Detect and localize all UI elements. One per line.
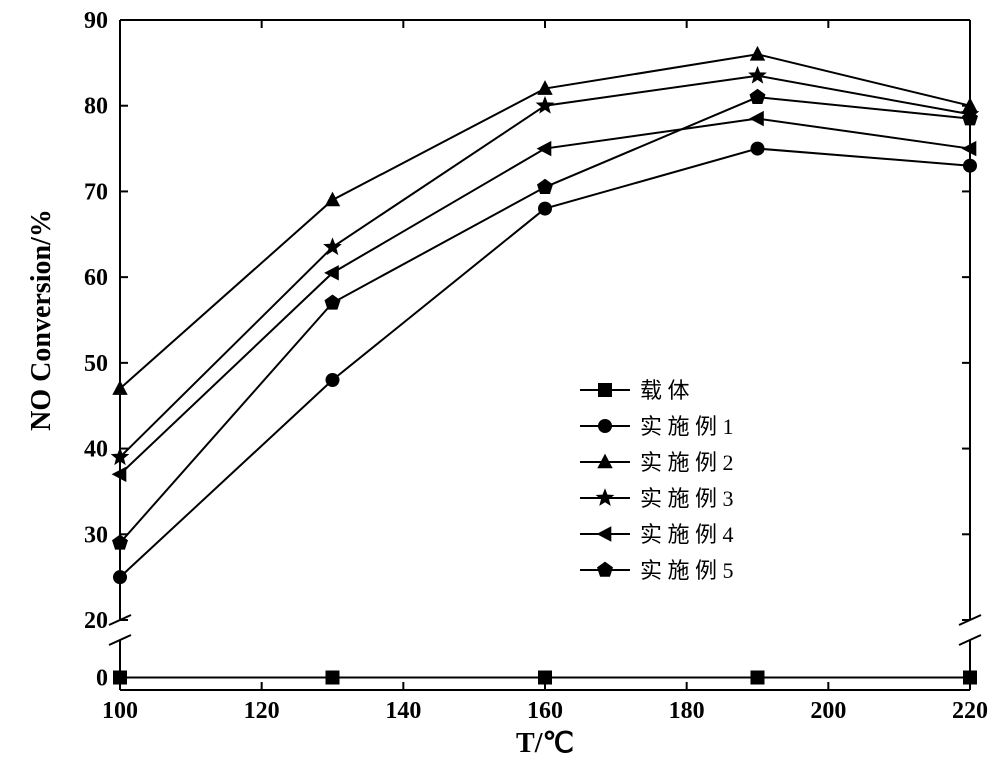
legend: 载 体实 施 例 1 实 施 例 2 实 施 例 3 实 施 例 4 实 施 例 5 [580,378,734,583]
y-tick-label: 70 [84,179,108,205]
x-tick-label: 160 [527,698,563,724]
series-载体 [113,671,977,685]
x-tick-label: 140 [385,698,421,724]
series-实施例4 [112,111,977,482]
x-tick-label: 200 [810,698,846,724]
y-tick-label: 30 [84,522,108,548]
legend-label: 实 施 例 5 [640,558,734,583]
y-tick-label: 60 [84,265,108,291]
series-实施例5 [112,89,978,550]
chart-svg: 100 120 140 160 180 200 220 T/℃ 20 30 40 50 60 70 80 90… [0,0,1000,758]
legend-label: 实 施 例 1 [640,414,734,439]
y-tick-label: 20 [84,608,108,634]
x-tick-label: 220 [952,698,988,724]
x-axis-label: T/℃ [516,728,574,758]
series-实施例1 [113,142,977,585]
no-conversion-chart: 100 120 140 160 180 200 220 T/℃ 20 30 40 50 60 70 80 90… [0,0,1000,758]
legend-label: 实 施 例 3 [640,486,734,511]
legend-label: 载 体 [640,378,690,403]
legend-label: 实 施 例 2 [640,450,734,475]
y-tick-label: 40 [84,437,108,463]
legend-label: 实 施 例 4 [640,522,734,547]
y-tick-label: 80 [84,94,108,120]
y-tick-label: 0 [96,666,108,692]
x-tick-label: 180 [669,698,705,724]
x-tick-label: 120 [244,698,280,724]
y-tick-label: 50 [84,351,108,377]
y-axis-label: NO Conversion/% [26,209,57,431]
y-tick-label: 90 [84,8,108,34]
x-tick-label: 100 [102,698,138,724]
